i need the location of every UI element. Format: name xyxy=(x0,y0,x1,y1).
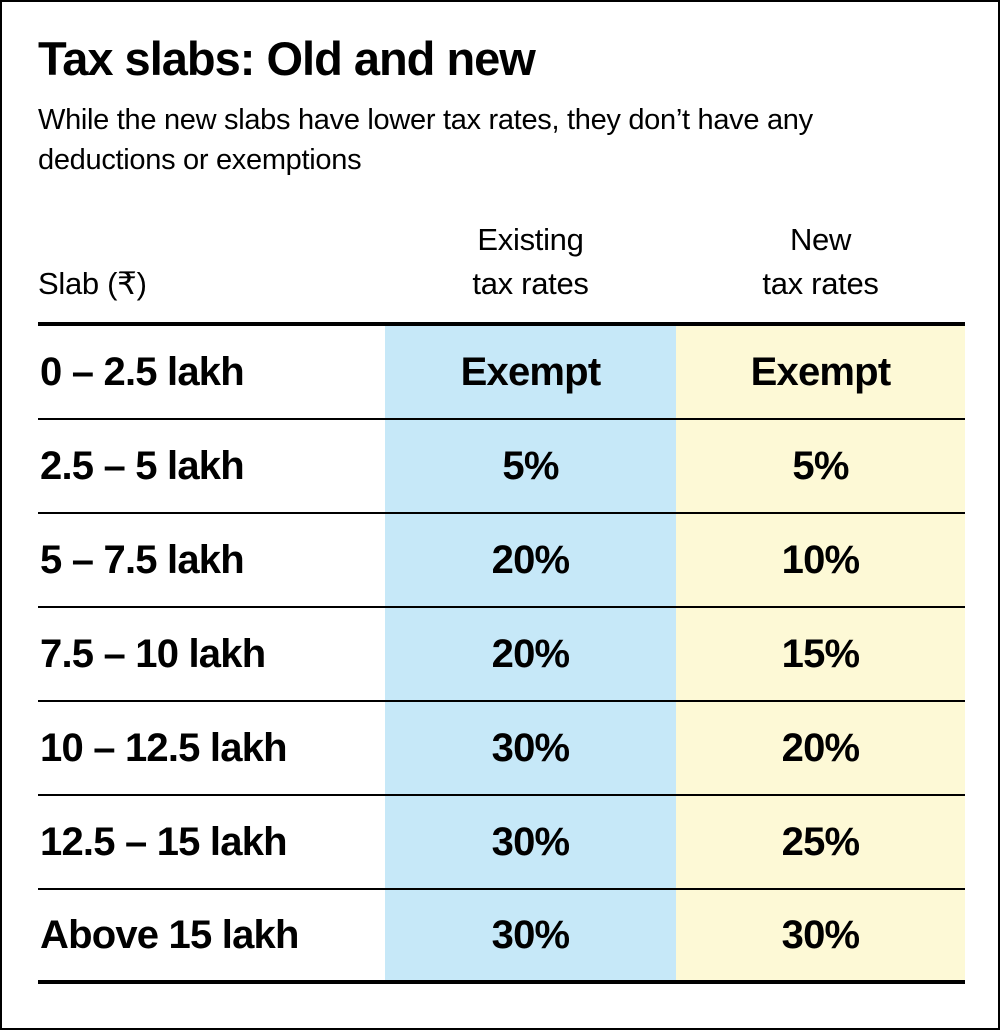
slab-cell: 7.5 – 10 lakh xyxy=(40,631,266,676)
tax-slab-table: Slab (₹) Existing tax rates New tax rate… xyxy=(38,218,965,984)
column-header-line: Existing xyxy=(477,222,584,257)
existing-rate-cell: 30% xyxy=(385,890,676,980)
slab-cell: 10 – 12.5 lakh xyxy=(40,725,288,770)
existing-rate-cell: 20% xyxy=(385,608,676,700)
subtitle: While the new slabs have lower tax rates… xyxy=(38,104,813,176)
new-rate-cell: 30% xyxy=(676,890,965,980)
table-row: 7.5 – 10 lakh 20% 15% xyxy=(38,608,965,702)
table-row: 5 – 7.5 lakh 20% 10% xyxy=(38,514,965,608)
table-row: 10 – 12.5 lakh 30% 20% xyxy=(38,702,965,796)
existing-rate-cell: Exempt xyxy=(385,326,676,418)
infographic-content: Tax slabs: Old and new While the new sla… xyxy=(38,2,965,984)
slab-cell: Above 15 lakh xyxy=(40,912,299,957)
new-rate-cell: 5% xyxy=(676,420,965,512)
table-header-row: Slab (₹) Existing tax rates New tax rate… xyxy=(38,218,965,326)
new-rate-cell: 15% xyxy=(676,608,965,700)
new-rate-cell: 25% xyxy=(676,796,965,888)
column-header-line: New xyxy=(789,222,852,257)
column-header-line: tax rates xyxy=(472,266,589,301)
existing-rate-cell: 30% xyxy=(385,796,676,888)
table-row: 12.5 – 15 lakh 30% 25% xyxy=(38,796,965,890)
slab-cell: 2.5 – 5 lakh xyxy=(40,443,245,488)
existing-rate-cell: 5% xyxy=(385,420,676,512)
existing-rate-cell: 20% xyxy=(385,514,676,606)
page-title: Tax slabs: Old and new xyxy=(38,32,536,85)
column-header-slab: Slab (₹) xyxy=(38,266,147,301)
table-body: 0 – 2.5 lakh Exempt Exempt 2.5 – 5 lakh … xyxy=(38,326,965,984)
new-rate-cell: 10% xyxy=(676,514,965,606)
slab-cell: 12.5 – 15 lakh xyxy=(40,819,288,864)
new-rate-cell: Exempt xyxy=(676,326,965,418)
column-header-new: New tax rates xyxy=(676,218,965,306)
table-row: 2.5 – 5 lakh 5% 5% xyxy=(38,420,965,514)
column-header-line: tax rates xyxy=(762,266,879,301)
slab-cell: 5 – 7.5 lakh xyxy=(40,537,245,582)
table-row: 0 – 2.5 lakh Exempt Exempt xyxy=(38,326,965,420)
new-rate-cell: 20% xyxy=(676,702,965,794)
column-header-existing: Existing tax rates xyxy=(385,218,676,306)
table-row: Above 15 lakh 30% 30% xyxy=(38,890,965,984)
existing-rate-cell: 30% xyxy=(385,702,676,794)
slab-cell: 0 – 2.5 lakh xyxy=(40,349,245,394)
